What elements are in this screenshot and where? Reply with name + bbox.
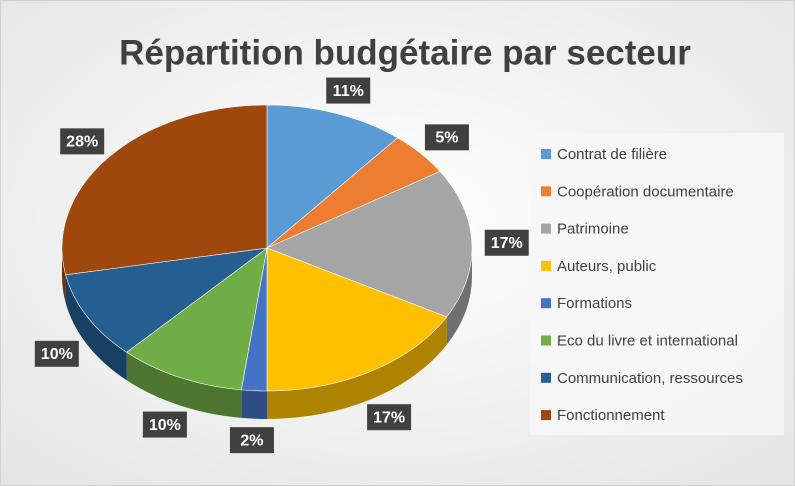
data-label: 5% xyxy=(435,130,458,147)
legend-label: Coopération documentaire xyxy=(557,183,734,200)
data-label-box xyxy=(142,411,187,438)
data-label-box xyxy=(229,427,274,454)
legend-label: Auteurs, public xyxy=(557,258,657,275)
data-label: 2% xyxy=(240,432,263,449)
legend-label: Contrat de filière xyxy=(557,146,667,163)
legend-label: Fonctionnement xyxy=(557,407,665,424)
legend-label: Eco du livre et international xyxy=(557,332,738,349)
data-label-box xyxy=(34,340,79,367)
legend-swatch xyxy=(541,372,551,383)
data-label-box xyxy=(60,128,105,155)
data-label-box xyxy=(326,77,371,104)
slice xyxy=(126,247,268,391)
legend-swatch xyxy=(541,298,551,309)
slice-side xyxy=(241,389,267,420)
legend-swatch xyxy=(541,410,551,421)
data-label: 10% xyxy=(41,346,73,363)
slice-side xyxy=(446,248,472,345)
legend-swatch xyxy=(541,260,551,271)
data-label-box xyxy=(424,124,469,151)
data-label-box xyxy=(367,404,412,431)
slice xyxy=(61,104,268,276)
data-label: 17% xyxy=(373,409,405,426)
slice-side xyxy=(267,316,447,419)
data-label: 28% xyxy=(66,134,98,151)
slice-side xyxy=(126,352,242,418)
slice xyxy=(65,247,269,353)
legend-label: Communication, ressources xyxy=(557,370,743,387)
legend-swatch xyxy=(541,186,551,197)
data-label: 11% xyxy=(333,83,364,100)
slice xyxy=(266,171,473,318)
legend-swatch xyxy=(541,223,551,234)
slice xyxy=(266,104,399,249)
legend-swatch xyxy=(541,335,551,346)
data-label: 17% xyxy=(491,235,523,252)
data-label-box xyxy=(484,229,529,256)
legend-box xyxy=(530,133,784,435)
chart-title: Répartition budgétaire par secteur xyxy=(119,33,691,72)
legend-swatch xyxy=(541,149,551,159)
data-label: 10% xyxy=(149,417,181,434)
legend-label: Formations xyxy=(557,295,632,312)
legend-label: Patrimoine xyxy=(557,221,629,238)
slice xyxy=(266,247,448,392)
